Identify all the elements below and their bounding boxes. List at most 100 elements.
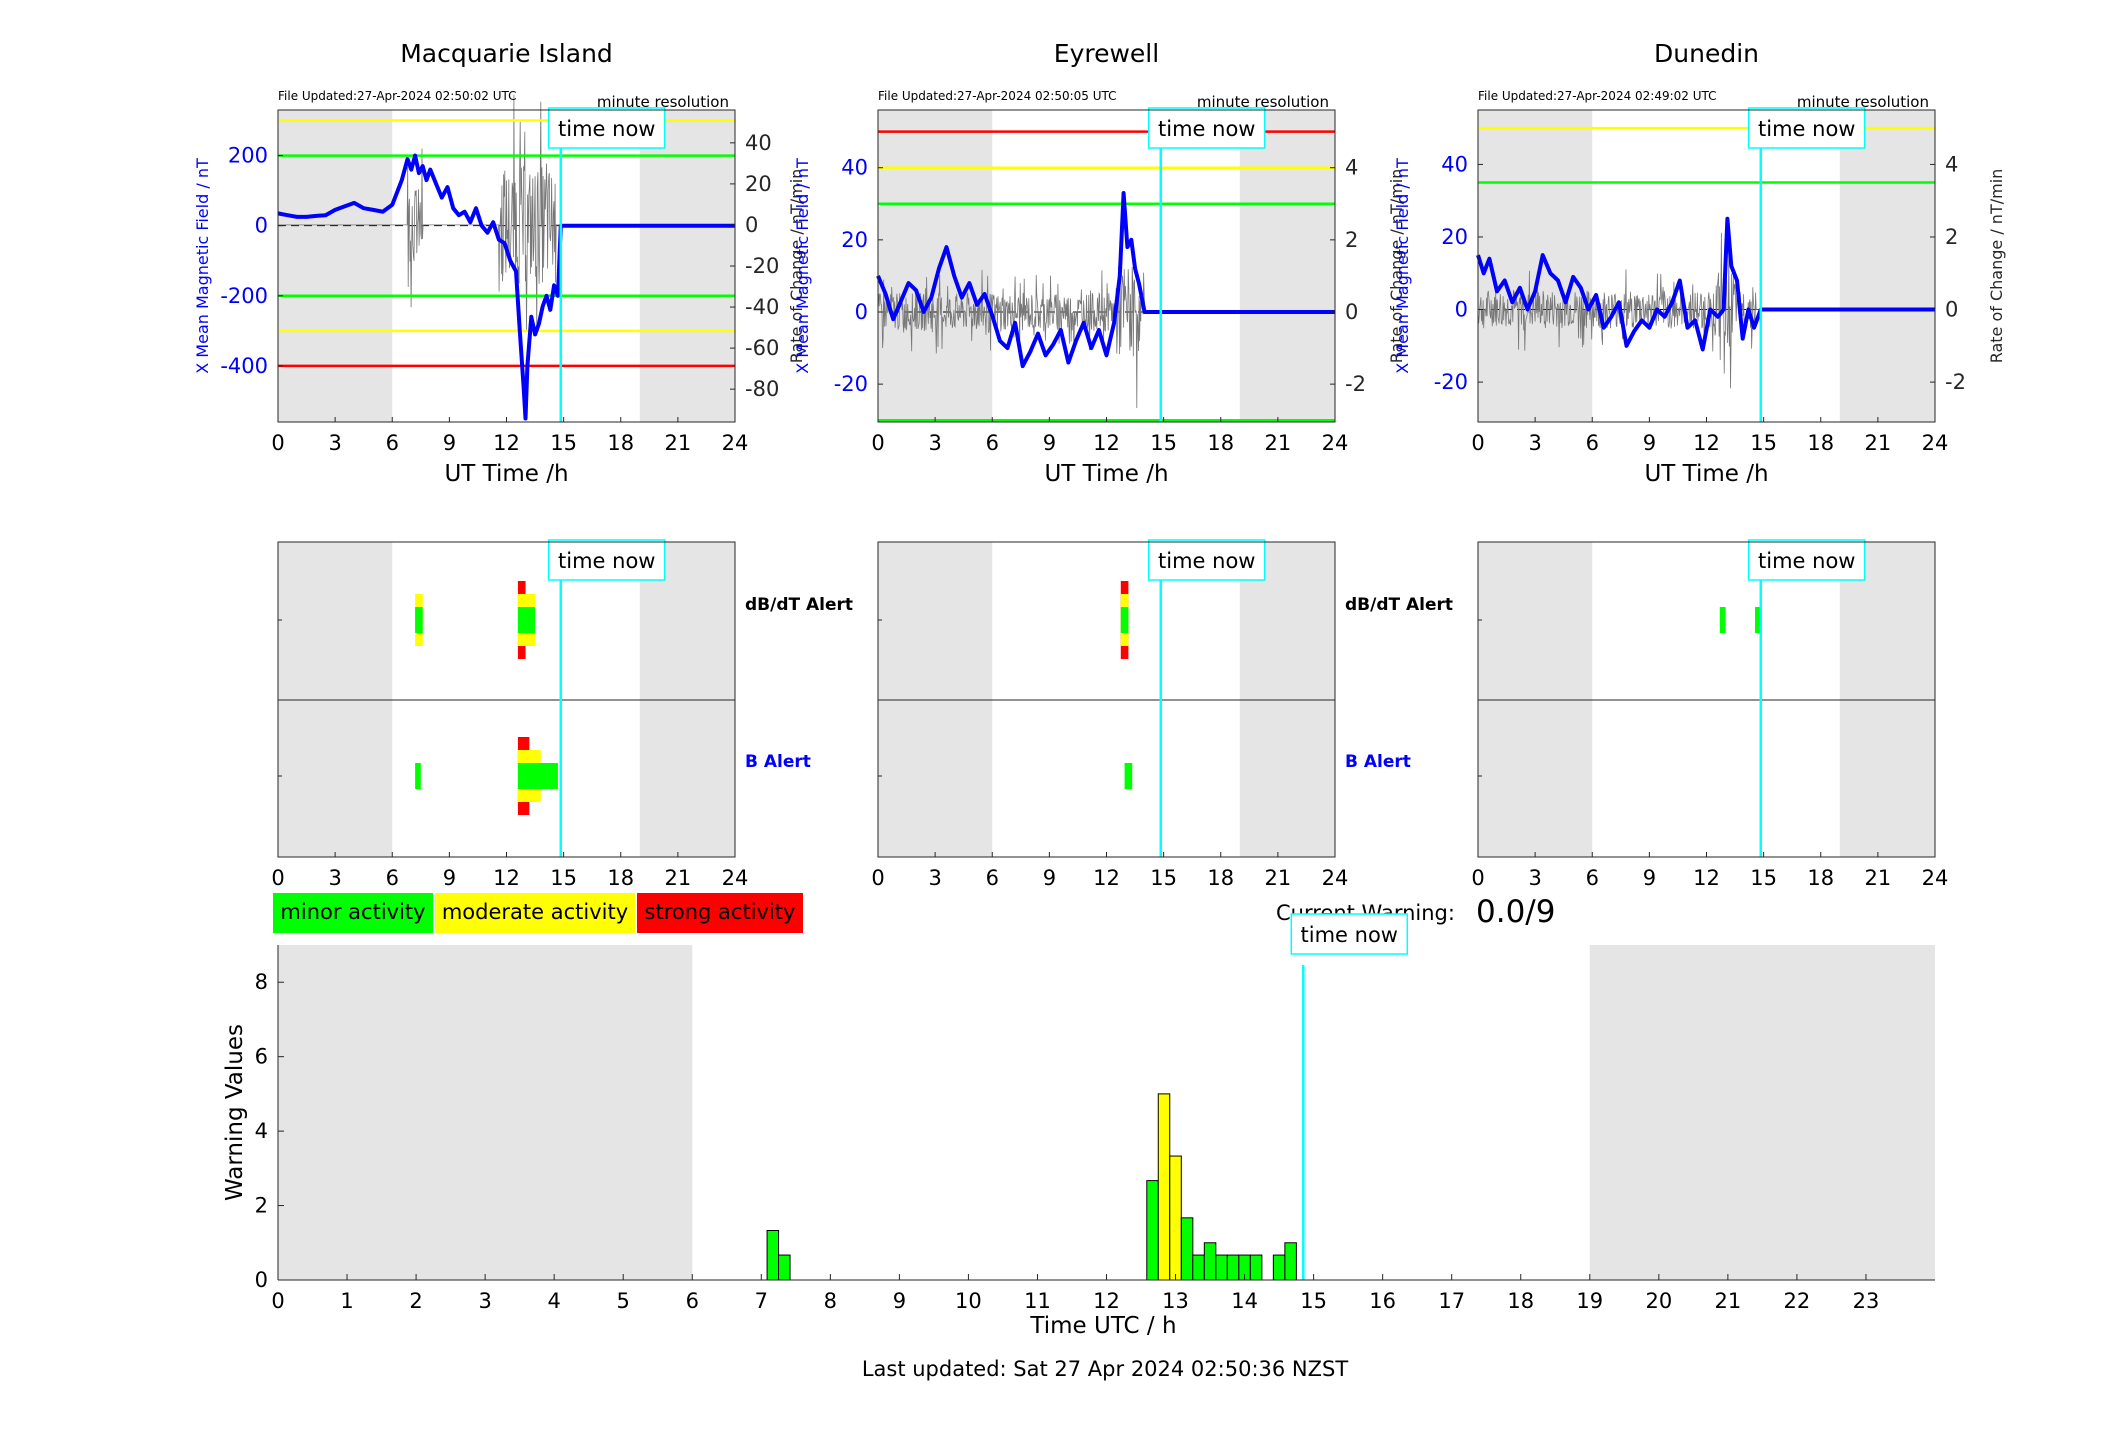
- macquarie-island-dbdt-block-4: [517, 607, 536, 633]
- dunedin-xtick-label: 12: [1693, 431, 1720, 455]
- warning-bar-11: [1249, 1254, 1263, 1281]
- dunedin-alert-xtick-label: 0: [1471, 866, 1484, 890]
- eyrewell-xtick-label: 3: [928, 431, 941, 455]
- macquarie-island-alert-time-now-box: [548, 539, 666, 581]
- macquarie-island-alert-xtick-label: 24: [722, 866, 749, 890]
- macquarie-island-rate-series: [278, 94, 561, 331]
- macquarie-island-b-block-0: [415, 763, 421, 789]
- dunedin-field-series: [1476, 216, 1935, 352]
- macquarie-island-xlabel: UT Time /h: [444, 461, 568, 487]
- macquarie-island-file-updated: File Updated:27-Apr-2024 02:50:02 UTC: [278, 89, 517, 103]
- warning-xtick-label: 6: [686, 1289, 699, 1313]
- macquarie-island-time-now-box: [548, 107, 666, 149]
- warning-bar-9: [1226, 1254, 1240, 1281]
- warning-xtick-label: 22: [1784, 1289, 1811, 1313]
- eyrewell-ylabel-left: X Mean Magnetic Field / nT: [793, 158, 812, 374]
- eyrewell-alert-xtick-label: 15: [1150, 866, 1177, 890]
- warning-bar-8: [1215, 1254, 1228, 1281]
- eyrewell-ytick-left-label: 40: [841, 156, 868, 180]
- warning-xtick-label: 15: [1300, 1289, 1327, 1313]
- macquarie-island-ytick-right-label: 20: [745, 172, 772, 196]
- warning-xtick-label: 18: [1507, 1289, 1534, 1313]
- warning-bar-13: [1284, 1242, 1297, 1281]
- macquarie-island-ytick-right-label: -80: [745, 377, 779, 401]
- macquarie-island-alert-xtick-label: 9: [443, 866, 456, 890]
- dunedin-ytick-left-label: 40: [1441, 152, 1468, 176]
- eyrewell-time-now-box: [1148, 107, 1266, 149]
- dunedin-xtick-label: 24: [1922, 431, 1949, 455]
- warning-bar-6: [1192, 1254, 1205, 1281]
- dunedin-alert-time-now-box: [1748, 539, 1866, 581]
- dunedin-alert-xtick-label: 24: [1922, 866, 1949, 890]
- macquarie-island-ytick-right-label: -60: [745, 336, 779, 360]
- legend-strong-swatch: [637, 893, 803, 933]
- dunedin-xtick-label: 15: [1750, 431, 1777, 455]
- dunedin-xlabel: UT Time /h: [1644, 461, 1768, 487]
- warning-ytick-label: 6: [255, 1045, 268, 1069]
- current-warning-value: 0.0/9: [1476, 894, 1555, 930]
- macquarie-island-ytick-left-label: 200: [228, 144, 268, 168]
- warning-xlabel: Time UTC / h: [1029, 1313, 1176, 1339]
- eyrewell-alert-time-now-label: time now: [1158, 549, 1255, 573]
- macquarie-island-resolution: minute resolution: [597, 93, 729, 111]
- macquarie-island-b-alert-label: B Alert: [745, 752, 811, 772]
- warning-xtick-label: 19: [1576, 1289, 1603, 1313]
- eyrewell-alert-xtick-label: 12: [1093, 866, 1120, 890]
- macquarie-island-dbdt-block-1: [415, 607, 423, 633]
- macquarie-island-dbdt-alert-label: dB/dT Alert: [745, 595, 853, 615]
- macquarie-island-xtick-label: 9: [443, 431, 456, 455]
- dunedin-dbdt-block-1: [1755, 607, 1761, 633]
- dunedin-resolution: minute resolution: [1797, 93, 1929, 111]
- macquarie-island-ylabel-right: Rate of Change / nT/min: [787, 169, 806, 364]
- warning-bar-3: [1157, 1093, 1171, 1281]
- dunedin-xtick-label: 9: [1643, 431, 1656, 455]
- eyrewell-field-series: [876, 191, 1335, 369]
- macquarie-island-title: Macquarie Island: [400, 39, 613, 68]
- dunedin-ytick-left-label: 20: [1441, 225, 1468, 249]
- warning-xtick-label: 10: [955, 1289, 982, 1313]
- eyrewell-ytick-left-label: 20: [841, 228, 868, 252]
- eyrewell-xtick-label: 24: [1322, 431, 1349, 455]
- warning-xtick-label: 23: [1853, 1289, 1880, 1313]
- macquarie-island-ytick-right-label: 40: [745, 131, 772, 155]
- macquarie-island-xtick-label: 21: [665, 431, 692, 455]
- warning-xtick-label: 17: [1438, 1289, 1465, 1313]
- eyrewell-alert-xtick-label: 21: [1265, 866, 1292, 890]
- warning-ytick-label: 0: [255, 1268, 268, 1292]
- warning-xtick-label: 13: [1162, 1289, 1189, 1313]
- macquarie-island-alert-chart: time now 0 3 6 9 12 15 18 21 24 dB/dT Alert B Alert: [271, 539, 853, 890]
- dunedin-title: Dunedin: [1654, 39, 1759, 68]
- macquarie-island-ytick-left-label: -200: [220, 284, 268, 308]
- dunedin-night-shade-1: [1839, 110, 1935, 422]
- warning-bar-5: [1180, 1217, 1194, 1281]
- dunedin-xtick-label: 6: [1586, 431, 1599, 455]
- eyrewell-xtick-label: 6: [986, 431, 999, 455]
- macquarie-island-ytick-left-label: -400: [220, 354, 268, 378]
- activity-legend: minor activity moderate activity strong …: [273, 893, 803, 933]
- eyrewell-ytick-right-label: 0: [1345, 300, 1358, 324]
- warning-xtick-label: 12: [1093, 1289, 1120, 1313]
- warning-xtick-label: 21: [1715, 1289, 1742, 1313]
- eyrewell-ytick-left-label: -20: [834, 372, 868, 396]
- eyrewell-title: Eyrewell: [1054, 39, 1159, 68]
- warning-xtick-label: 7: [755, 1289, 768, 1313]
- eyrewell-xtick-label: 12: [1093, 431, 1120, 455]
- eyrewell-night-shade-1: [1239, 110, 1335, 422]
- warning-time-now-label: time now: [1301, 923, 1398, 947]
- eyrewell-ytick-right-label: -2: [1345, 372, 1366, 396]
- warning-xtick-label: 16: [1369, 1289, 1396, 1313]
- macquarie-island-alert-xtick-label: 3: [328, 866, 341, 890]
- dunedin-time-now-box: [1748, 107, 1866, 149]
- macquarie-island-xtick-label: 3: [328, 431, 341, 455]
- warning-ytick-label: 4: [255, 1119, 268, 1143]
- macquarie-island-xtick-label: 24: [722, 431, 749, 455]
- warning-bar-4: [1169, 1155, 1182, 1281]
- macquarie-island-xtick-label: 15: [550, 431, 577, 455]
- macquarie-island-ytick-right-label: -20: [745, 254, 779, 278]
- warning-xtick-label: 2: [409, 1289, 422, 1313]
- macquarie-island-b-block-3: [517, 763, 558, 789]
- last-updated: Last updated: Sat 27 Apr 2024 02:50:36 N…: [862, 1357, 1349, 1381]
